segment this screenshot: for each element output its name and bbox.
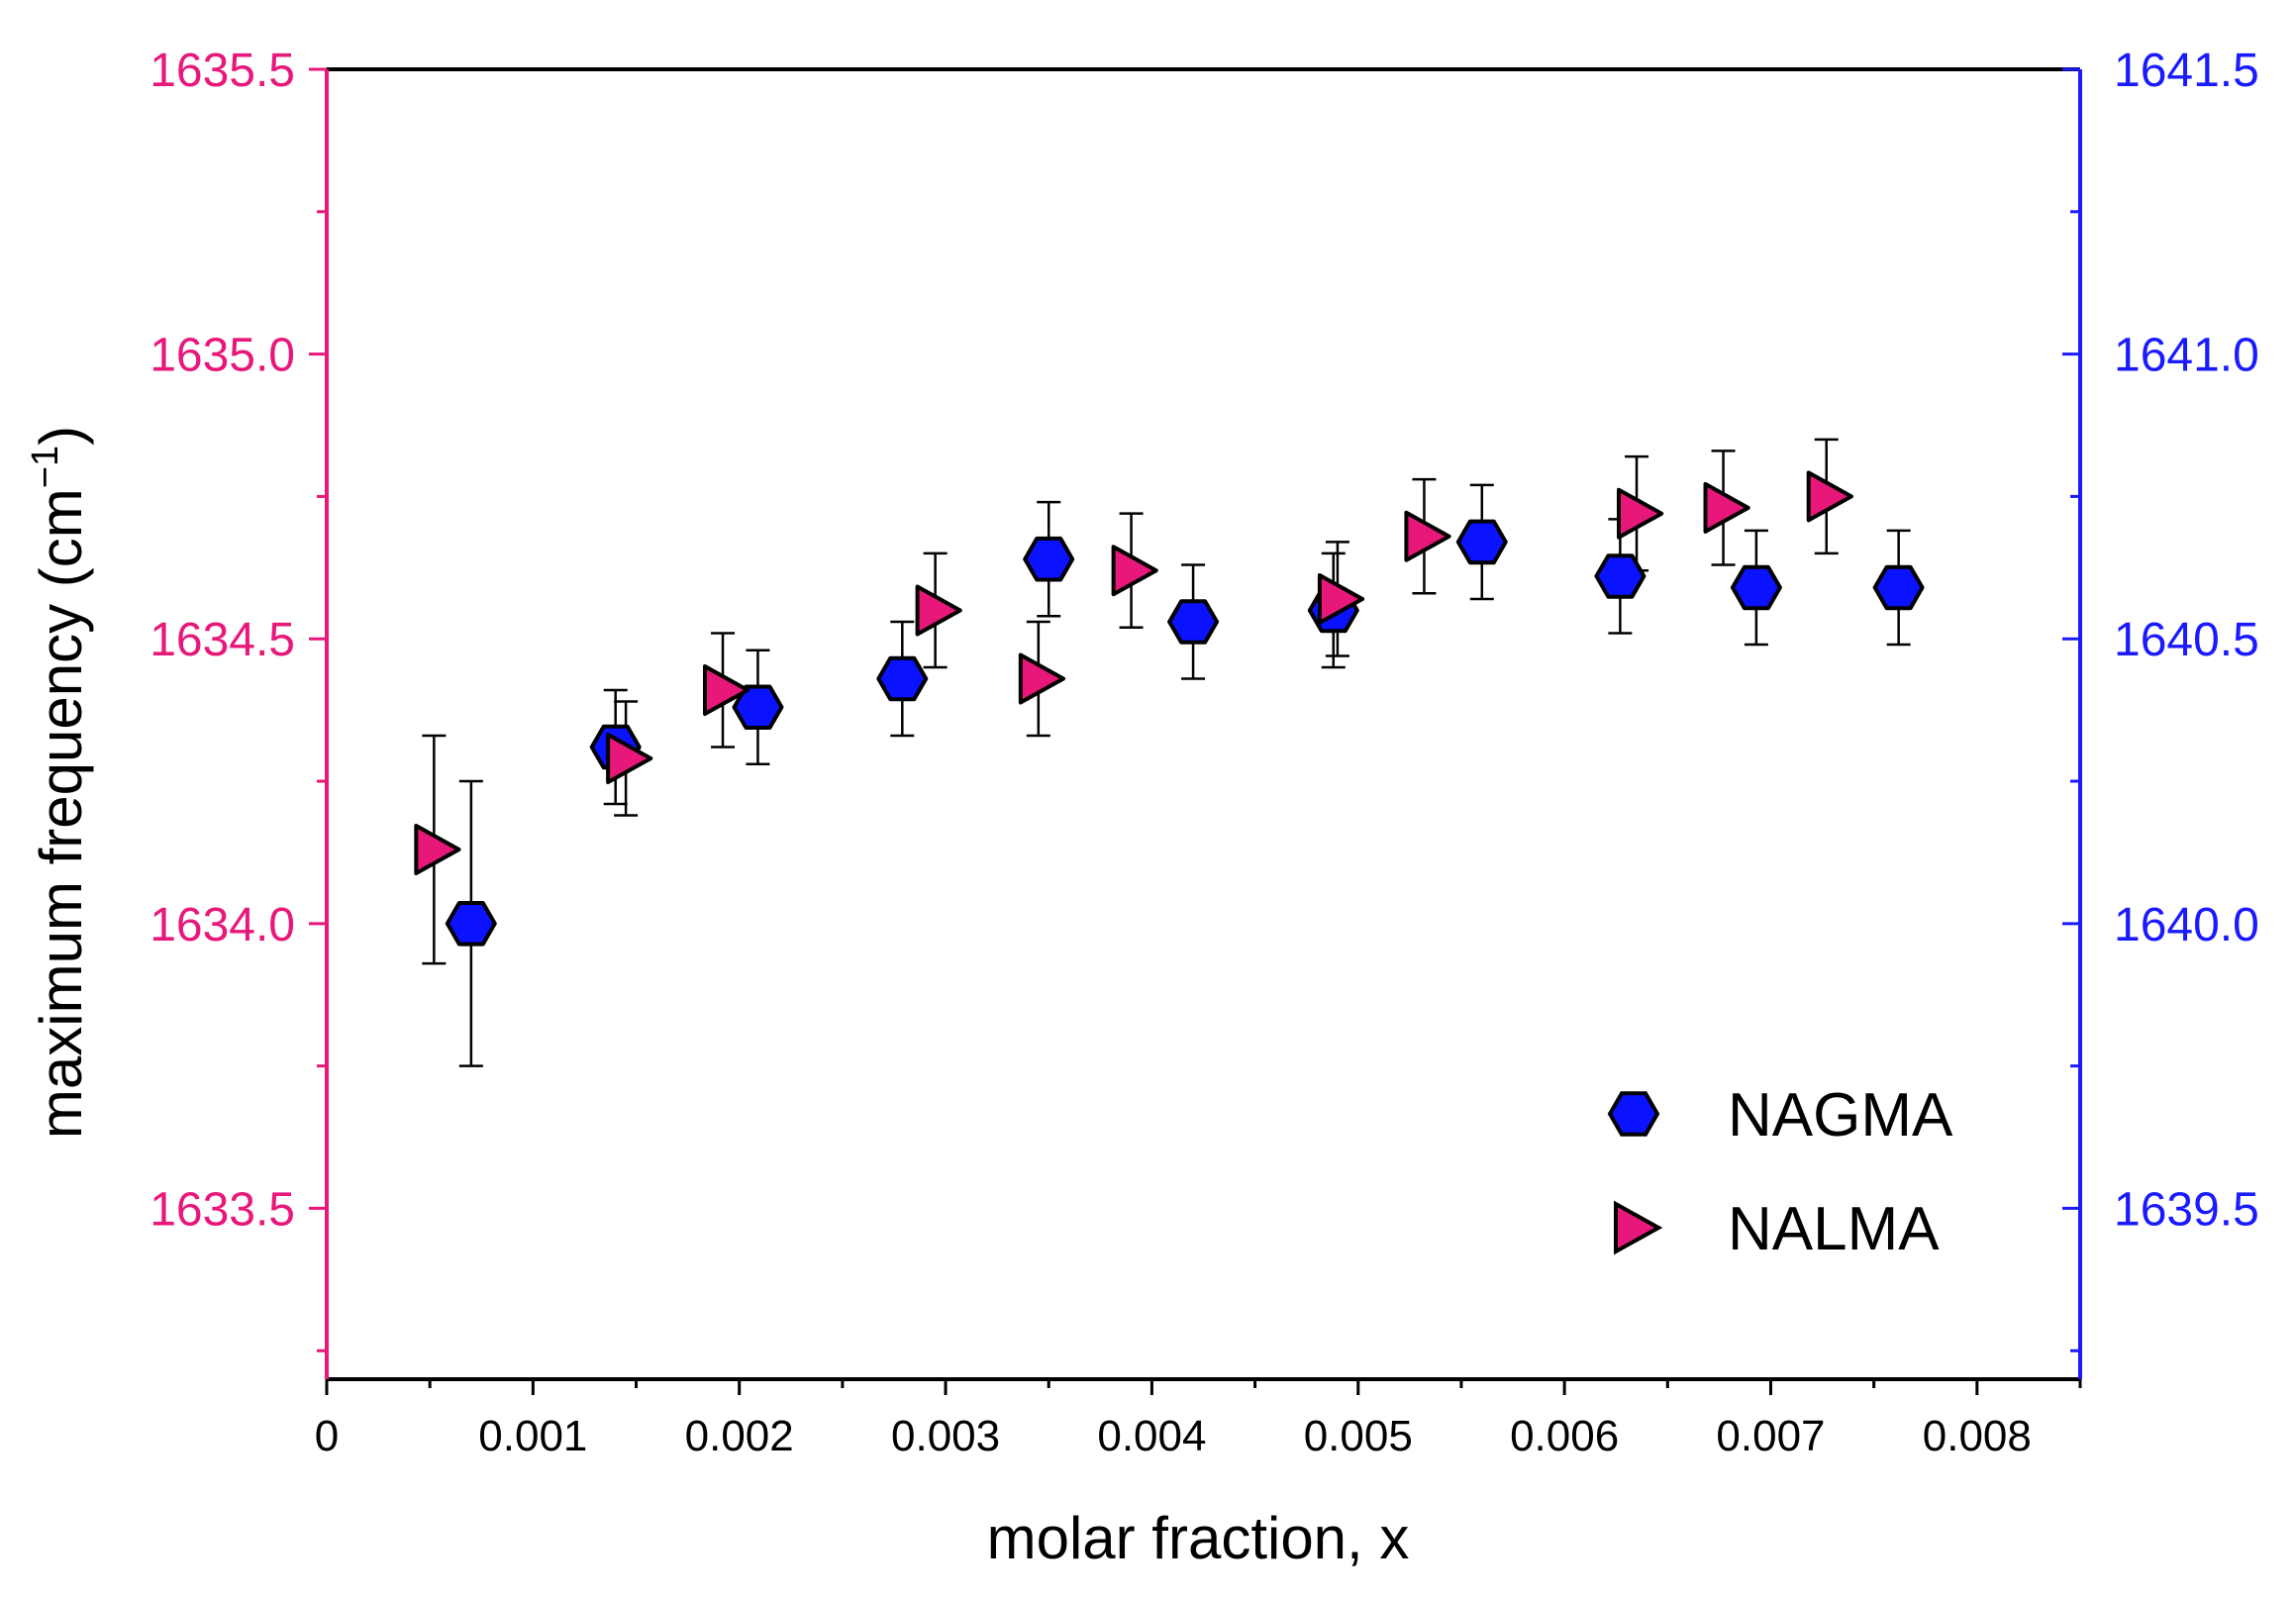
- markers-layer: [414, 470, 1925, 947]
- nalma-point: [703, 664, 750, 716]
- nalma-point: [606, 733, 653, 784]
- right-tick-label: 1639.5: [2114, 1183, 2259, 1236]
- nagma-point: [732, 684, 784, 730]
- nalma-point: [1018, 652, 1065, 705]
- left-tick-label: 1635.0: [150, 330, 295, 382]
- left-tick-label: 1635.5: [150, 45, 295, 97]
- nalma-point: [1317, 573, 1365, 625]
- x-tick-label: 0: [315, 1412, 339, 1460]
- axes-layer: 0 0.001 0.002 0.003 0.004 0.005 0.006 0.007 0.00…: [150, 45, 2259, 1460]
- x-tick-label: 0.004: [1097, 1412, 1206, 1460]
- x-axis-title: molar fraction, x: [987, 1505, 1410, 1571]
- nagma-point: [1023, 536, 1075, 582]
- right-tick-label: 1640.5: [2114, 614, 2259, 666]
- legend-nalma-marker: [1614, 1200, 1663, 1255]
- x-tick-label: 0.001: [478, 1412, 587, 1460]
- nagma-point: [876, 655, 929, 702]
- x-tick-label: 0.003: [891, 1412, 1000, 1460]
- nagma-point: [1730, 564, 1782, 611]
- error-bars-layer: [422, 438, 1911, 1067]
- right-tick-label: 1640.0: [2114, 899, 2259, 951]
- x-tick-label: 0.005: [1304, 1412, 1413, 1460]
- x-tick-label: 0.007: [1716, 1412, 1825, 1460]
- nalma-point: [1703, 481, 1750, 534]
- legend-nagma-label: NAGMA: [1728, 1081, 1953, 1150]
- nalma-point: [915, 584, 962, 637]
- legend: NAGMA NALMA: [1607, 1081, 1953, 1263]
- right-tick-label: 1641.5: [2114, 45, 2259, 97]
- left-tick-label: 1634.5: [150, 614, 295, 666]
- nagma-point: [1167, 599, 1220, 645]
- y-axis-title-close: ): [28, 426, 94, 446]
- legend-nalma-label: NALMA: [1728, 1195, 1940, 1263]
- nagma-point: [1594, 553, 1647, 599]
- left-tick-label: 1633.5: [150, 1183, 295, 1236]
- x-tick-label: 0.006: [1510, 1412, 1619, 1460]
- nagma-point: [1455, 519, 1508, 565]
- nalma-point: [414, 824, 461, 875]
- y-axis-title: maximum frequency (cm−1): [25, 426, 94, 1139]
- nalma-point: [1404, 510, 1451, 562]
- right-tick-label: 1641.0: [2114, 330, 2259, 382]
- nagma-point: [1872, 564, 1925, 611]
- y-axis-title-superscript: −1: [25, 446, 66, 488]
- nalma-point: [1111, 545, 1158, 597]
- nagma-point: [445, 901, 497, 947]
- y-axis-title-main: maximum frequency (cm: [28, 488, 94, 1139]
- x-tick-label: 0.002: [685, 1412, 794, 1460]
- x-tick-label: 0.008: [1923, 1412, 2032, 1460]
- legend-nagma-marker: [1607, 1091, 1660, 1137]
- nalma-point: [1617, 487, 1664, 540]
- left-tick-label: 1634.0: [150, 899, 295, 951]
- nalma-point: [1806, 470, 1853, 523]
